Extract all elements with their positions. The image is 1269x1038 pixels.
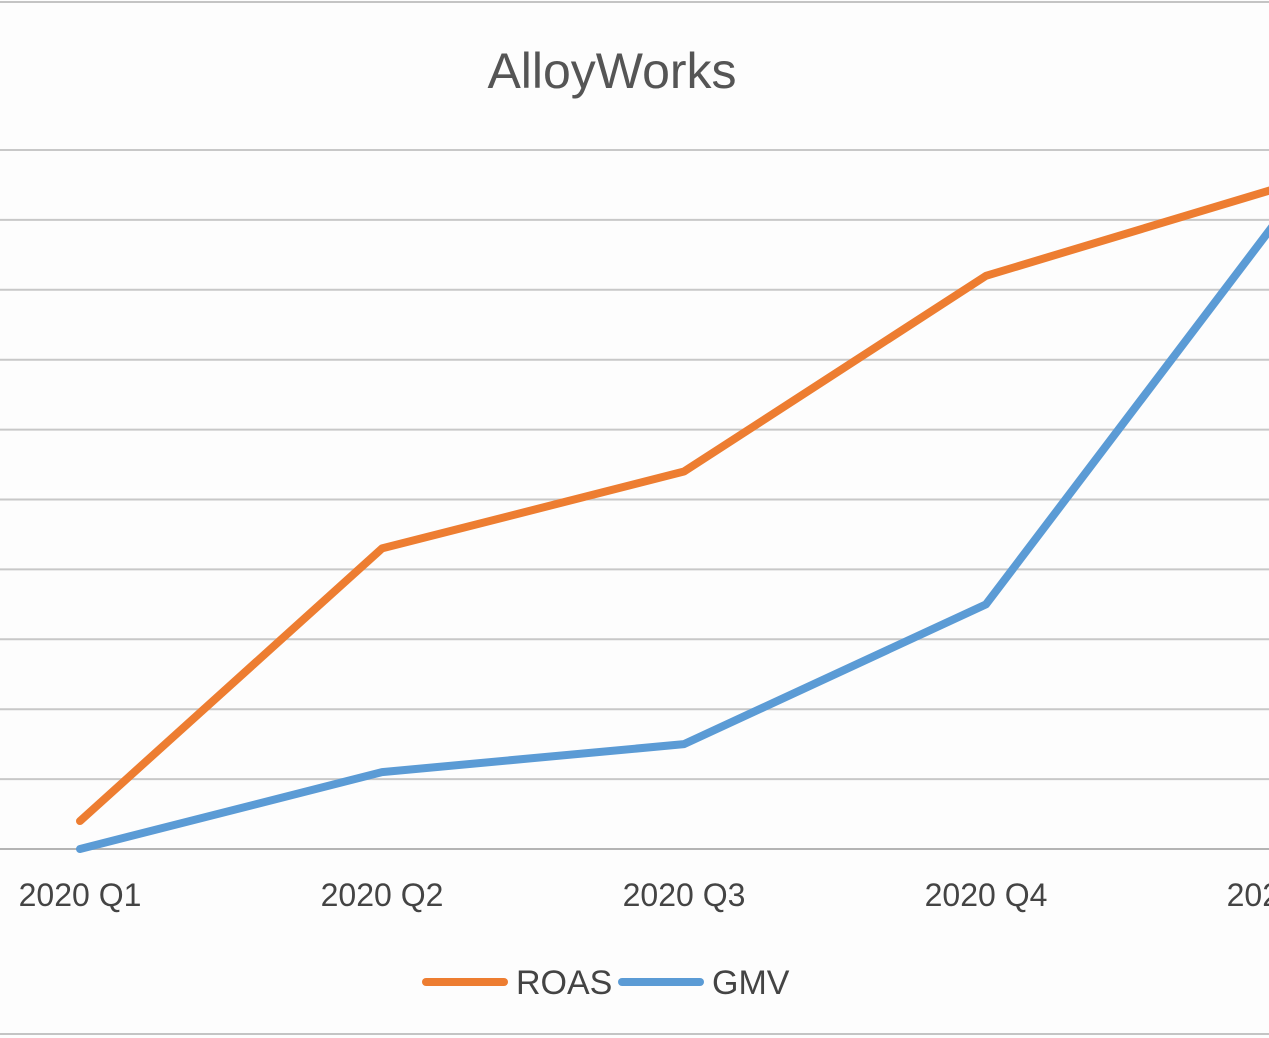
series-lines	[76, 186, 1269, 853]
x-tick-label: 2020 Q3	[623, 877, 746, 913]
legend: ROAS GMV	[422, 964, 790, 1002]
gridlines	[0, 149, 1269, 850]
series-line-gmv	[76, 224, 1269, 853]
x-tick-label: 2021 Q1	[1227, 877, 1269, 913]
legend-label: ROAS	[516, 964, 612, 1002]
chart-title: AlloyWorks	[487, 43, 736, 99]
x-axis-tick-labels: 2020 Q1 2020 Q2 2020 Q3 2020 Q4 2021 Q1	[19, 877, 1269, 913]
x-tick-label: 2020 Q2	[321, 877, 444, 913]
x-tick-label: 2020 Q4	[925, 877, 1048, 913]
legend-label: GMV	[712, 964, 790, 1002]
x-tick-label: 2020 Q1	[19, 877, 142, 913]
series-line-roas	[76, 186, 1269, 826]
